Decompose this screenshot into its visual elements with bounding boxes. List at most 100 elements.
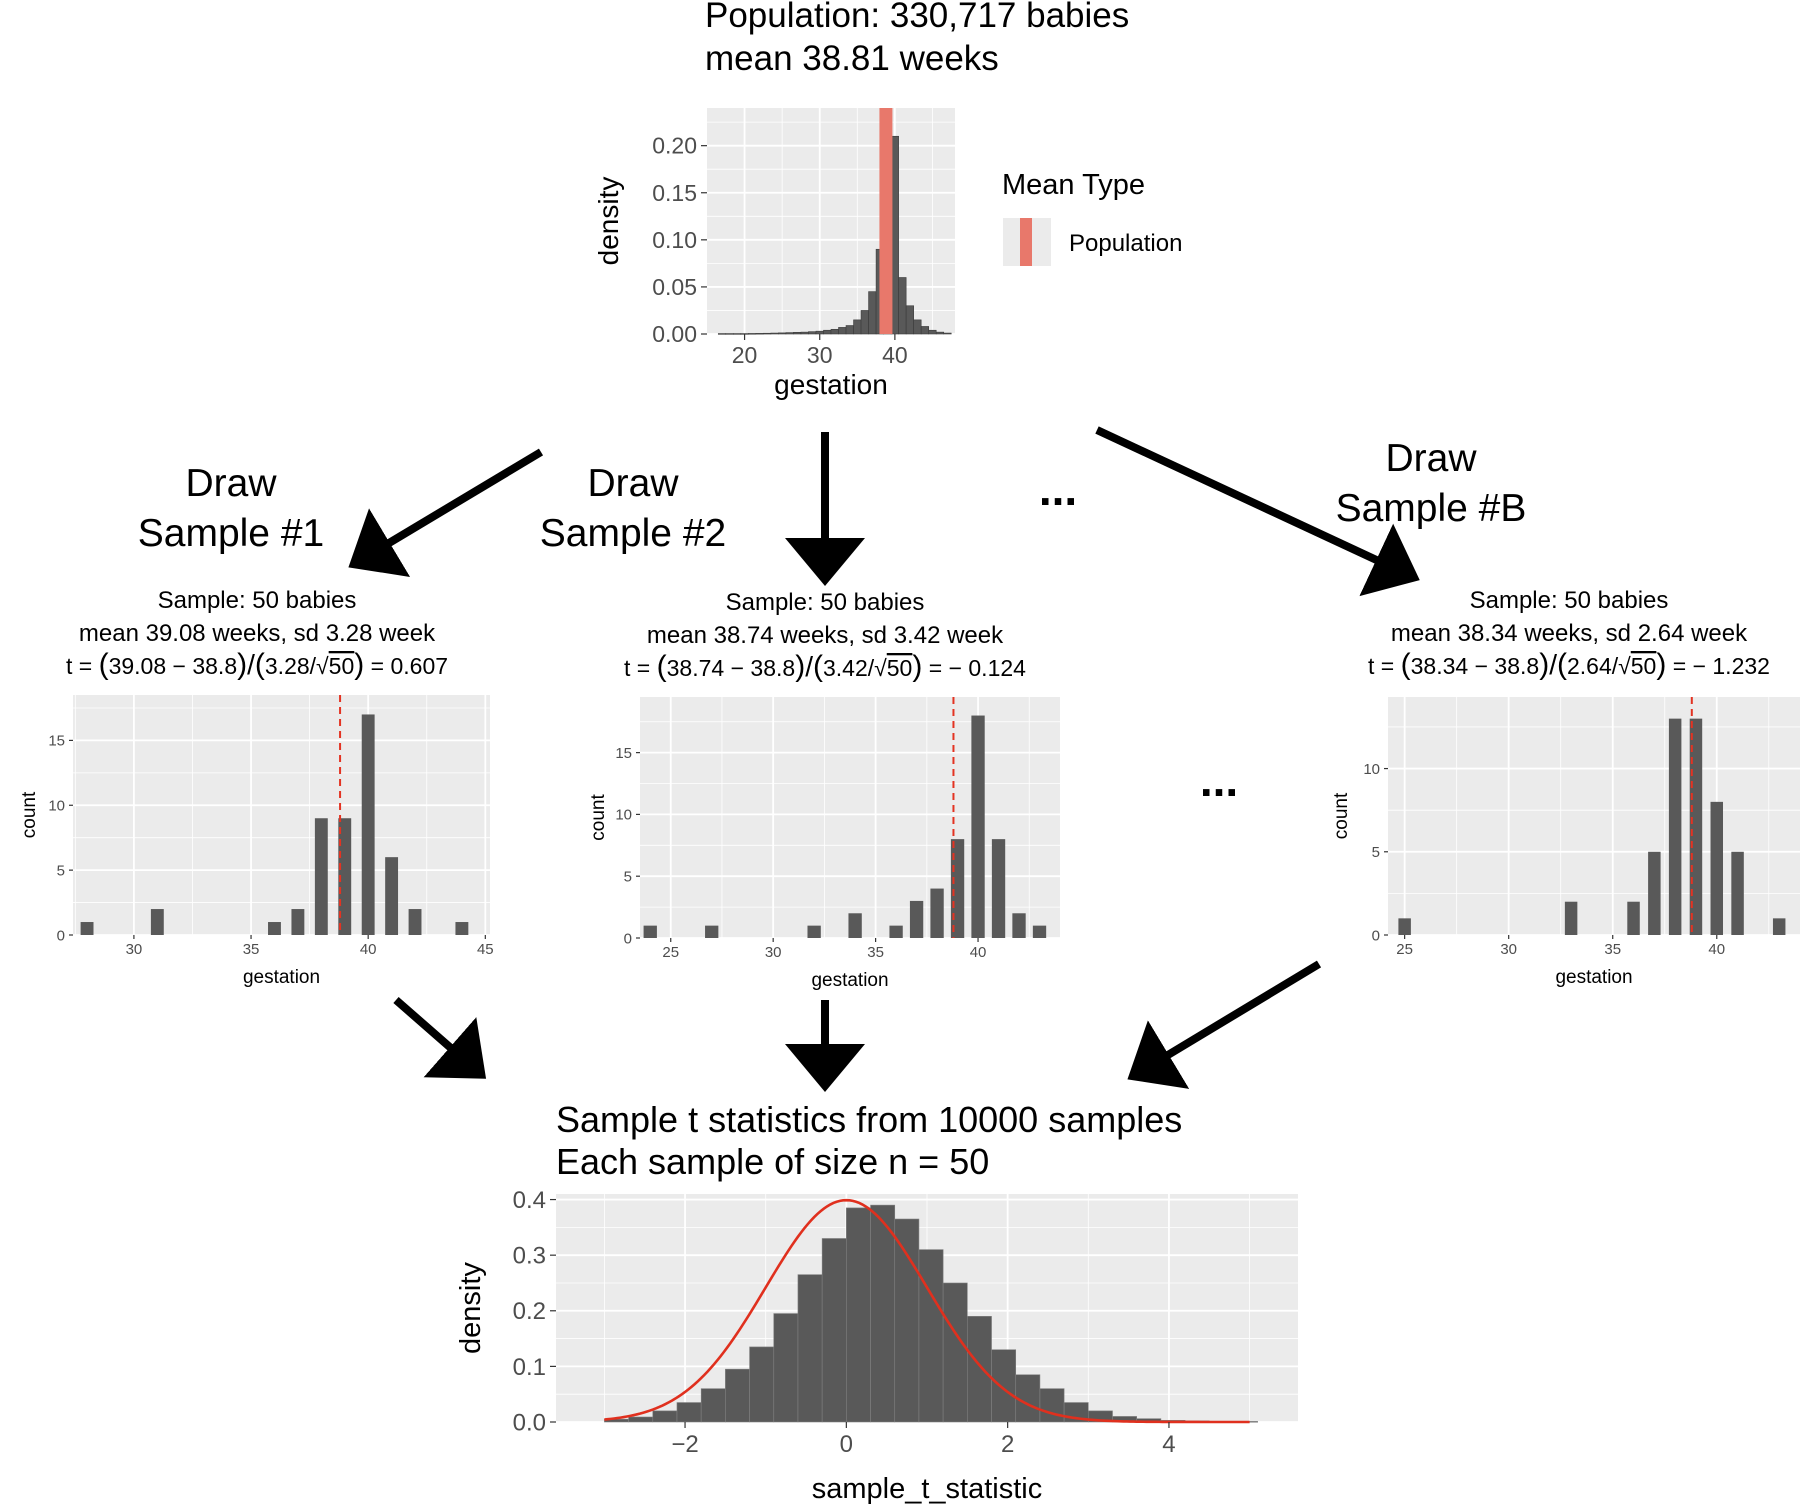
histogram-bar — [80, 922, 94, 935]
histogram-bar — [889, 925, 903, 938]
draw-sample-b-label: Sample #B — [1336, 487, 1527, 530]
histogram-bar — [749, 1346, 775, 1423]
t-formula-n: 50 — [887, 655, 913, 681]
histogram-bar — [1710, 801, 1724, 935]
histogram-bar — [455, 922, 469, 935]
x-tick-label: −2 — [671, 1431, 698, 1458]
t-formula-sd: 3.28 — [265, 653, 310, 679]
y-tick-label: 5 — [1372, 844, 1380, 861]
y-axis-label: density — [593, 177, 624, 266]
histogram-bar — [628, 1416, 654, 1423]
histogram-bar — [1772, 918, 1786, 935]
histogram-bar — [763, 332, 772, 335]
histogram-bar — [1627, 901, 1640, 935]
y-tick-label: 5 — [57, 862, 65, 879]
y-tick-label: 0.05 — [652, 274, 697, 300]
y-tick-label: 0.0 — [513, 1409, 546, 1436]
histogram-bar — [785, 332, 794, 335]
histogram-bar — [652, 1410, 678, 1423]
chart-title-line: mean 38.74 weeks, sd 3.42 week — [647, 622, 1004, 649]
normal-density-curve — [604, 1198, 1250, 1424]
histogram-bar — [898, 277, 907, 335]
x-tick-label: 35 — [243, 941, 260, 958]
histogram-bar — [821, 1238, 847, 1423]
y-tick-label: 0.4 — [513, 1187, 546, 1214]
y-tick-label: 0.3 — [513, 1243, 546, 1270]
x-tick-label: 30 — [807, 342, 833, 368]
y-tick-label: 0 — [57, 927, 65, 944]
chart-title-line: Population: 330,717 babies — [705, 0, 1129, 35]
chart-population: Population: 330,717 babies mean 38.81 wee… — [593, 0, 1182, 400]
histogram-bar — [928, 329, 937, 335]
histogram-bar — [268, 922, 281, 935]
x-tick-label: 40 — [1708, 941, 1725, 958]
histogram-bar — [845, 325, 854, 335]
histogram-bar — [1032, 925, 1047, 938]
t-formula-mu: 38.8 — [750, 655, 795, 681]
histogram-bar — [793, 332, 802, 335]
x-tick-label: 0 — [840, 1431, 853, 1458]
histogram-bar — [733, 333, 742, 335]
chart-title-line: Sample: 50 babies — [1470, 587, 1669, 614]
x-tick-label: 40 — [970, 944, 987, 961]
x-tick-label: 20 — [732, 342, 758, 368]
y-tick-label: 10 — [615, 807, 632, 824]
chart-title-line: mean 38.81 weeks — [705, 39, 999, 78]
panel-background — [640, 697, 1060, 938]
chart-title-line: Sample t statistics from 10000 samples — [556, 1099, 1182, 1140]
x-tick-label: 2 — [1001, 1431, 1014, 1458]
y-tick-label: 15 — [615, 745, 632, 762]
y-tick-label: 0.1 — [513, 1354, 546, 1381]
histogram-bar — [943, 332, 952, 335]
histogram-bar — [748, 333, 757, 335]
histogram-bar — [909, 900, 924, 938]
y-tick-label: 10 — [48, 798, 65, 815]
histogram-bar — [1564, 901, 1578, 935]
x-tick-label: 25 — [1396, 941, 1413, 958]
t-formula-mu: 38.8 — [192, 653, 237, 679]
histogram-bar — [1689, 718, 1703, 935]
y-tick-label: 0.10 — [652, 227, 697, 253]
histogram-bar — [408, 909, 422, 935]
histogram-bar — [361, 714, 375, 935]
y-tick-label: 10 — [1363, 761, 1380, 778]
draw-sample-1-label: Sample #1 — [138, 512, 324, 555]
t-formula-mu: 38.8 — [1494, 653, 1539, 679]
histogram-bar — [823, 329, 832, 335]
histogram-bar — [1015, 1374, 1041, 1423]
x-axis-label: sample_t_statistic — [812, 1473, 1043, 1505]
histogram-bar — [643, 925, 657, 938]
t-formula-mean: 38.34 — [1411, 653, 1469, 679]
histogram-bar — [971, 715, 985, 938]
legend-title: Mean Type — [1002, 169, 1145, 201]
histogram-bar — [1648, 851, 1661, 935]
histogram-bar — [385, 857, 399, 935]
histogram-bar — [853, 319, 862, 335]
histogram-bar — [967, 1316, 992, 1423]
chart-sample1: Sample: 50 babies mean 39.08 weeks, sd 3.… — [19, 587, 494, 988]
x-tick-label: 40 — [882, 342, 908, 368]
histogram-bar — [991, 1349, 1017, 1423]
t-formula-t: − 1.232 — [1693, 653, 1770, 679]
y-axis-label: count — [1331, 792, 1352, 839]
draw-sample-2-label: Draw — [587, 462, 679, 505]
arrow-sample-1-to-t — [393, 996, 487, 1079]
histogram-bar — [913, 319, 922, 335]
histogram-bar — [935, 331, 945, 335]
histogram-bar — [918, 1249, 944, 1423]
x-tick-label: 30 — [1500, 941, 1517, 958]
charts-layer: Population: 330,717 babies mean 38.81 wee… — [19, 0, 1800, 1505]
histogram-bar — [725, 333, 734, 335]
histogram-bar — [991, 839, 1006, 938]
histogram-bar — [868, 291, 877, 335]
y-tick-label: 0.00 — [652, 321, 697, 347]
chart-title-line: mean 38.34 weeks, sd 2.64 week — [1391, 620, 1748, 647]
chart-title-line: Sample: 50 babies — [726, 589, 925, 616]
histogram-bar — [848, 913, 862, 938]
t-formula-t: − 0.124 — [949, 655, 1027, 681]
t-formula-n: 50 — [329, 653, 355, 679]
histogram-bar — [770, 332, 779, 335]
t-formula: t = (38.74 − 38.8)/(3.42/√50) = − 0.124 — [624, 650, 1026, 683]
t-formula-n: 50 — [1631, 653, 1657, 679]
